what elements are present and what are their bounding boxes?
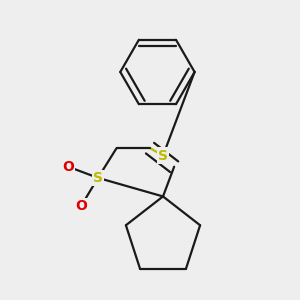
Text: O: O [75,199,87,213]
Text: O: O [62,160,74,174]
Text: S: S [158,148,168,163]
Text: S: S [93,171,103,185]
